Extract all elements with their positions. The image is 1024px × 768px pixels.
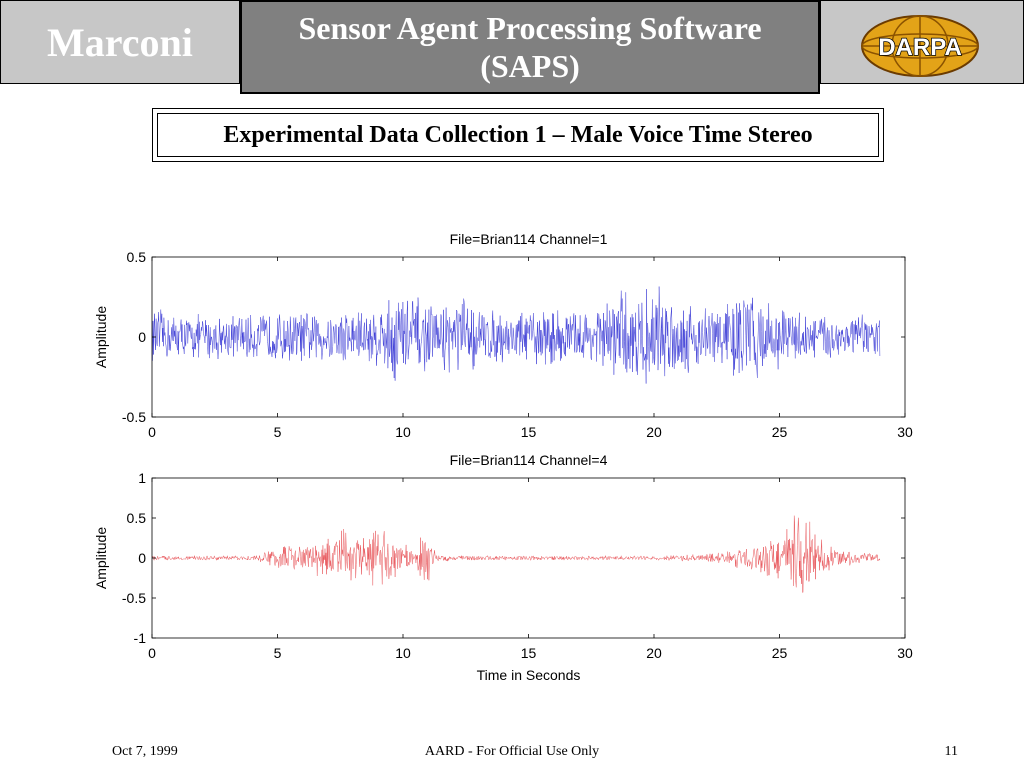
x-tick-label: 0: [148, 645, 156, 661]
y-tick-label: 1: [138, 470, 146, 486]
slide-subtitle: Experimental Data Collection 1 – Male Vo…: [223, 122, 813, 148]
y-tick-label: 0.5: [127, 510, 147, 526]
darpa-logo-icon: DARPA: [861, 15, 979, 77]
page-title: Sensor Agent Processing Software (SAPS): [241, 9, 819, 85]
y-tick-label: 0: [138, 329, 146, 345]
y-tick-label: 0.5: [127, 249, 147, 265]
series-line: [152, 286, 881, 384]
y-tick-label: -1: [134, 630, 147, 646]
marconi-logo: Marconi: [47, 20, 193, 65]
x-tick-label: 30: [897, 645, 913, 661]
chart-title: File=Brian114 Channel=1: [450, 231, 608, 247]
footer-center-text: AARD - For Official Use Only: [424, 744, 600, 759]
header-left-panel: Marconi: [0, 0, 240, 84]
darpa-logo-text: DARPA: [878, 34, 962, 61]
x-tick-label: 20: [646, 424, 662, 440]
y-tick-label: -0.5: [122, 590, 146, 606]
subtitle-box: Experimental Data Collection 1 – Male Vo…: [152, 108, 884, 162]
x-tick-label: 10: [395, 424, 411, 440]
x-axis-label: Time in Seconds: [477, 667, 581, 683]
y-tick-label: 0: [138, 550, 146, 566]
x-tick-label: 25: [772, 424, 788, 440]
x-tick-label: 15: [521, 424, 537, 440]
series-line: [152, 515, 881, 593]
y-tick-label: -0.5: [122, 409, 146, 425]
x-tick-label: 5: [274, 645, 282, 661]
x-tick-label: 25: [772, 645, 788, 661]
footer-date: Oct 7, 1999: [112, 744, 178, 759]
page-number: 11: [944, 744, 958, 759]
x-tick-label: 5: [274, 424, 282, 440]
x-tick-label: 15: [521, 645, 537, 661]
x-tick-label: 0: [148, 424, 156, 440]
x-tick-label: 10: [395, 645, 411, 661]
title-line-1: Sensor Agent Processing Software: [298, 10, 762, 46]
x-tick-label: 20: [646, 645, 662, 661]
x-tick-label: 30: [897, 424, 913, 440]
header-title-panel: Sensor Agent Processing Software (SAPS): [240, 0, 820, 94]
chart-2: 0 5 10 15 20 25 30 -1 -0.5 0 0.5 1 File=Brian114 Cha…: [93, 452, 913, 683]
chart-title: File=Brian114 Channel=4: [450, 452, 608, 468]
y-axis-label: Amplitude: [93, 306, 109, 368]
plot-frame: [151, 477, 906, 639]
y-axis-label: Amplitude: [93, 527, 109, 589]
title-line-2: (SAPS): [480, 48, 580, 84]
